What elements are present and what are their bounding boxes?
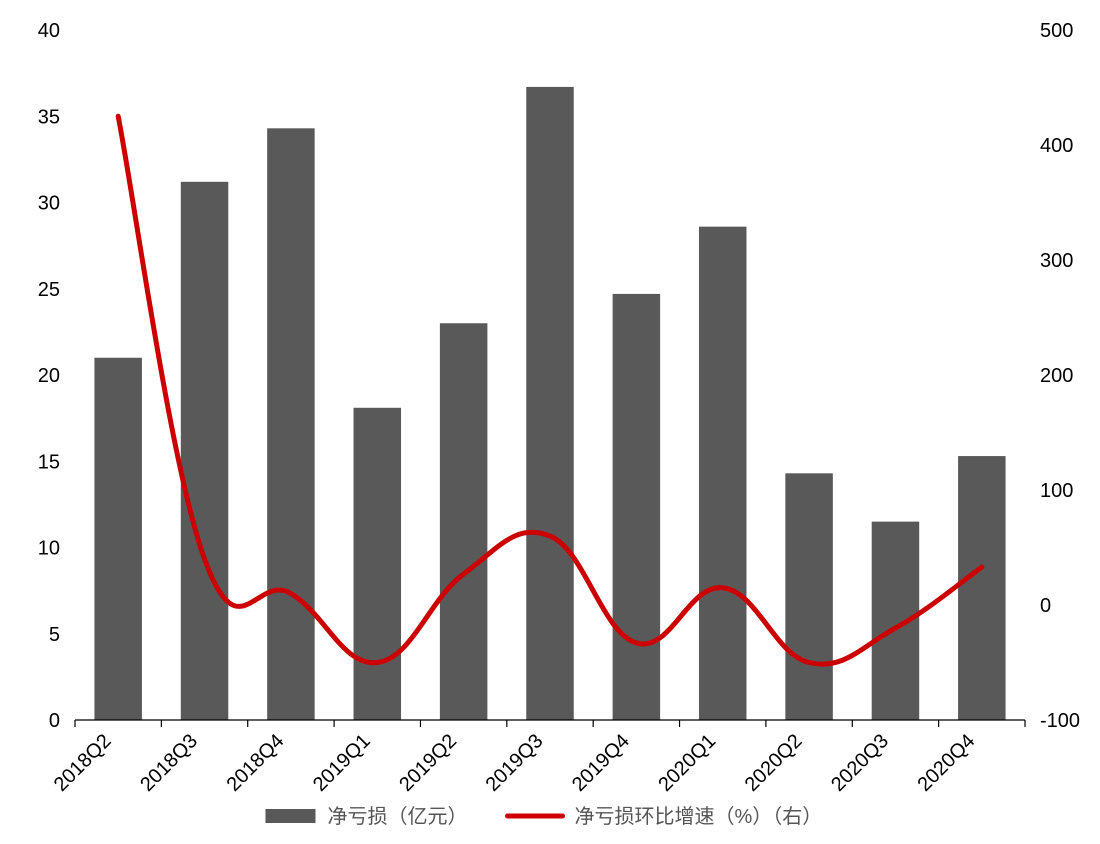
y-right-tick-label: 100 <box>1040 480 1073 502</box>
y-right-tick-label: -100 <box>1040 710 1080 732</box>
bar <box>94 358 142 720</box>
bar <box>526 87 574 720</box>
bar <box>181 182 229 720</box>
y-left-tick-label: 5 <box>49 624 60 646</box>
legend-bar-swatch <box>266 809 316 823</box>
bar <box>440 323 488 720</box>
y-left-tick-label: 0 <box>49 710 60 732</box>
chart-svg: 0510152025303540-10001002003004005002018… <box>0 0 1100 844</box>
bar <box>613 294 661 720</box>
bar <box>267 128 315 720</box>
y-left-tick-label: 25 <box>38 279 60 301</box>
y-left-tick-label: 10 <box>38 538 60 560</box>
y-left-tick-label: 40 <box>38 20 60 42</box>
y-right-tick-label: 500 <box>1040 20 1073 42</box>
legend-bar-label: 净亏损（亿元） <box>328 805 468 828</box>
y-right-tick-label: 200 <box>1040 365 1073 387</box>
bar <box>354 408 402 720</box>
legend-line-label: 净亏损环比增速（%）（右） <box>575 805 823 828</box>
y-left-tick-label: 20 <box>38 365 60 387</box>
y-left-tick-label: 35 <box>38 106 60 128</box>
bar <box>785 473 833 720</box>
y-right-tick-label: 400 <box>1040 135 1073 157</box>
y-right-tick-label: 0 <box>1040 595 1051 617</box>
bar <box>699 227 747 720</box>
bar <box>958 456 1006 720</box>
chart-container: 0510152025303540-10001002003004005002018… <box>0 0 1100 844</box>
y-right-tick-label: 300 <box>1040 250 1073 272</box>
y-left-tick-label: 15 <box>38 451 60 473</box>
y-left-tick-label: 30 <box>38 193 60 215</box>
